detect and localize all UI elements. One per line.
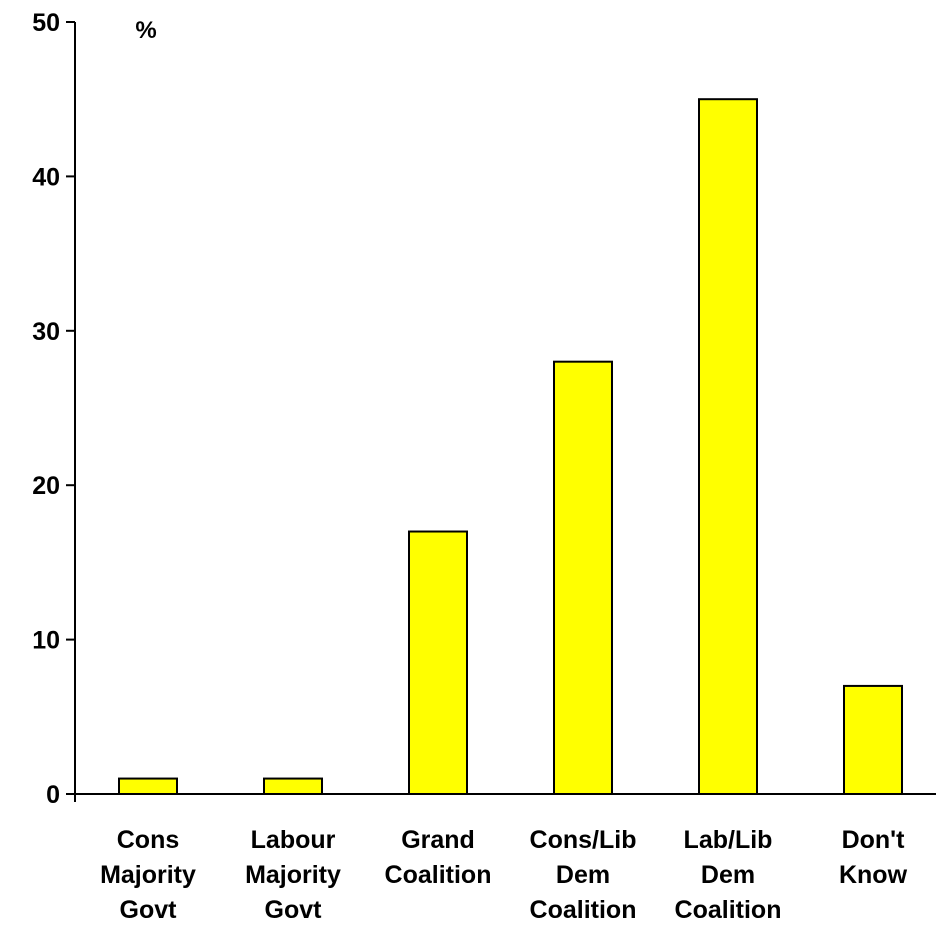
x-category-label-3-line-0: Cons/Lib <box>530 826 637 854</box>
x-category-label-1-line-0: Labour <box>251 826 336 854</box>
y-tick-label-2: 20 <box>32 472 60 500</box>
x-labels-group: Cons Majority Govt Labour Majority Govt Grand C… <box>100 826 908 924</box>
bar-2 <box>408 530 468 796</box>
x-category-label-2-line-0: Grand <box>401 826 475 854</box>
y-tick-label-5: 50 <box>32 9 60 37</box>
axes-group <box>67 22 936 802</box>
x-category-label-3-line-2: Coalition <box>530 896 637 924</box>
bar-4 <box>698 98 758 795</box>
x-category-label-4-line-0: Lab/Lib <box>684 826 773 854</box>
y-tick-label-0: 0 <box>46 781 60 809</box>
x-category-label-2-line-1: Coalition <box>385 861 492 889</box>
x-category-label-0-line-1: Majority <box>100 861 196 889</box>
x-category-label-5-line-0: Don't <box>842 826 906 854</box>
bar-0 <box>118 777 178 795</box>
x-category-label-0-line-2: Govt <box>120 896 178 924</box>
y-tick-label-4: 40 <box>32 163 60 191</box>
x-category-label-3-line-1: Dem <box>556 861 610 889</box>
y-ticks-group: 0 10 20 30 40 50 <box>32 9 75 809</box>
bar-3 <box>553 360 613 795</box>
y-tick-label-1: 10 <box>32 627 60 655</box>
bar-5 <box>843 684 903 795</box>
x-category-label-0-line-0: Cons <box>117 826 180 854</box>
y-tick-label-3: 30 <box>32 318 60 346</box>
bar-1 <box>263 777 323 795</box>
bars-group <box>118 98 903 796</box>
x-category-label-4-line-1: Dem <box>701 861 755 889</box>
x-category-label-1-line-1: Majority <box>245 861 341 889</box>
x-category-label-4-line-2: Coalition <box>675 896 782 924</box>
y-unit-label: % <box>135 17 156 44</box>
x-category-label-5-line-1: Know <box>839 861 908 889</box>
x-category-label-1-line-2: Govt <box>265 896 323 924</box>
